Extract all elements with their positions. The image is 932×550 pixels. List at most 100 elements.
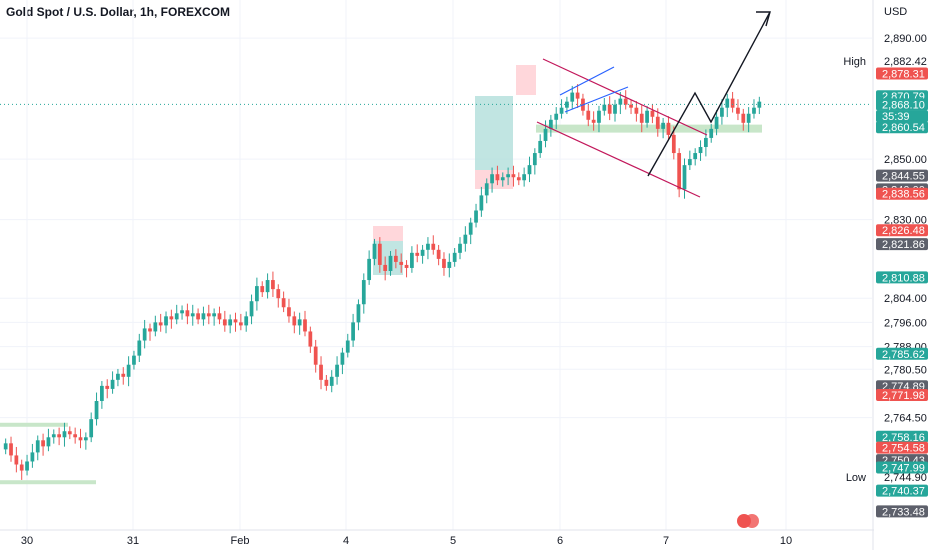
candle-body bbox=[14, 455, 19, 465]
candle-body bbox=[746, 113, 751, 123]
price-tag-label: 2,844.55 bbox=[882, 171, 925, 183]
candle-body bbox=[720, 107, 724, 117]
candle-body bbox=[591, 119, 596, 123]
projection-arrow bbox=[647, 11, 771, 177]
price-tag bbox=[876, 441, 928, 454]
candle-body bbox=[671, 134, 676, 154]
candle-body bbox=[222, 319, 227, 326]
currency-label: USD bbox=[884, 6, 907, 18]
candle-body bbox=[554, 113, 559, 120]
candle-body bbox=[383, 264, 388, 271]
candle-body bbox=[415, 252, 420, 256]
candle-body bbox=[105, 385, 110, 389]
y-tick-label: 2,830.00 bbox=[884, 215, 927, 227]
candle-body bbox=[458, 243, 462, 253]
grid bbox=[0, 0, 872, 530]
high-price-label: 2,882.42 bbox=[884, 56, 927, 68]
flag-line bbox=[564, 86, 629, 113]
candle-body bbox=[634, 107, 639, 114]
position-stop bbox=[373, 226, 403, 241]
candle-body bbox=[725, 98, 730, 108]
position-target bbox=[373, 241, 403, 275]
high-marker-label: High bbox=[843, 56, 866, 68]
support-zone bbox=[536, 124, 762, 133]
candle-body bbox=[730, 98, 735, 108]
price-tag-label: 2,838.56 bbox=[882, 189, 925, 201]
candle-body bbox=[30, 452, 35, 462]
x-tick-label: 6 bbox=[557, 535, 563, 547]
candle-body bbox=[447, 261, 452, 268]
zones bbox=[0, 65, 762, 485]
candle-body bbox=[340, 352, 345, 365]
price-tag-label: 2,771.98 bbox=[882, 390, 925, 402]
candle-body bbox=[233, 319, 238, 323]
candle-body bbox=[206, 313, 211, 317]
candle-body bbox=[607, 104, 612, 114]
candle-body bbox=[704, 137, 708, 147]
y-tick-label: 2,764.50 bbox=[884, 413, 927, 425]
candle-body bbox=[126, 364, 131, 377]
price-tag bbox=[876, 389, 928, 402]
candle-body bbox=[57, 434, 61, 438]
x-tick-label: 10 bbox=[780, 535, 792, 547]
candle-body bbox=[94, 401, 99, 420]
candle-body bbox=[575, 92, 580, 99]
candle-body bbox=[484, 183, 489, 196]
candle-body bbox=[100, 385, 104, 401]
candle-body bbox=[436, 249, 441, 259]
candle-body bbox=[479, 195, 484, 211]
candle-body bbox=[356, 304, 361, 323]
candle-body bbox=[51, 434, 56, 438]
price-tag bbox=[876, 224, 928, 237]
x-tick-label: 5 bbox=[450, 535, 456, 547]
candle-body bbox=[490, 174, 494, 184]
price-tag bbox=[876, 238, 928, 251]
candle-body bbox=[613, 104, 617, 114]
candle-body bbox=[46, 437, 51, 447]
candle-body bbox=[308, 331, 313, 347]
candle-body bbox=[297, 319, 302, 326]
candle-body bbox=[714, 116, 719, 129]
price-tag-label: 2,754.58 bbox=[882, 443, 925, 455]
candle-body bbox=[351, 322, 355, 341]
price-tag bbox=[876, 347, 928, 360]
candle-body bbox=[431, 243, 436, 250]
price-tag bbox=[876, 271, 928, 284]
x-tick-label: 31 bbox=[127, 535, 139, 547]
candle-body bbox=[180, 310, 184, 314]
candle-body bbox=[586, 110, 591, 120]
price-tag-label: 2,747.99 bbox=[882, 463, 925, 475]
long-position-target bbox=[475, 96, 513, 170]
candle-body bbox=[132, 355, 136, 365]
candle-body bbox=[570, 92, 575, 102]
candle-body bbox=[35, 440, 40, 453]
candle-body bbox=[335, 364, 339, 377]
candle-body bbox=[506, 174, 510, 178]
price-tag bbox=[876, 98, 928, 111]
candle-body bbox=[597, 110, 601, 123]
y-tick-label: 2,850.00 bbox=[884, 154, 927, 166]
candle-body bbox=[238, 322, 243, 326]
x-tick-label: Feb bbox=[231, 535, 250, 547]
price-tag bbox=[876, 67, 928, 80]
price-tag-label: 2,740.37 bbox=[882, 486, 925, 498]
candle-body bbox=[89, 419, 94, 438]
candle-body bbox=[249, 301, 254, 317]
price-tag-label: 2,810.88 bbox=[882, 272, 925, 284]
candle-body bbox=[527, 165, 532, 175]
y-tick-label: 2,780.50 bbox=[884, 364, 927, 376]
candle-body bbox=[372, 243, 377, 259]
price-tag-label: 2,878.31 bbox=[882, 68, 925, 80]
candle-body bbox=[9, 443, 13, 456]
price-tag bbox=[876, 430, 928, 443]
y-tick-label: 2,796.00 bbox=[884, 317, 927, 329]
candle-body bbox=[399, 261, 404, 265]
candle-body bbox=[281, 298, 286, 308]
candle-body bbox=[410, 252, 414, 268]
candle-body bbox=[639, 113, 644, 123]
price-tag bbox=[876, 121, 928, 134]
candle-body bbox=[687, 159, 692, 166]
candle-body bbox=[650, 110, 655, 117]
candle-body bbox=[174, 313, 179, 320]
